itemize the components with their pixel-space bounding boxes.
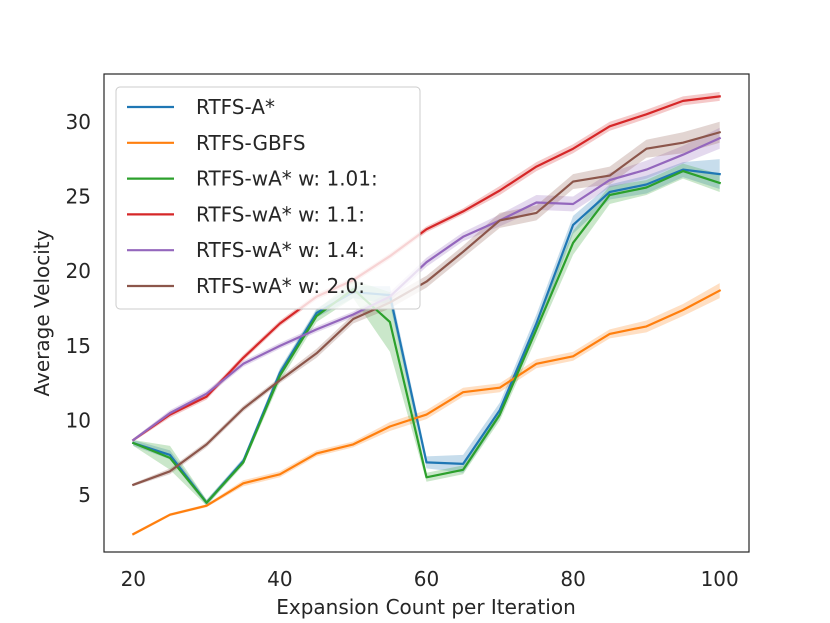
series-line-rtfs-gbfs <box>131 289 722 536</box>
legend: RTFS-A* RTFS-GBFS RTFS-wA* w: 1.01: RTFS-wA… <box>115 86 421 310</box>
x-tick-labels: 20 40 60 80 100 <box>121 567 739 591</box>
y-tick-labels: 5 10 15 20 25 30 <box>66 110 91 507</box>
legend-label-rtfs-a: RTFS-A* <box>196 95 275 119</box>
y-tick-label: 10 <box>66 409 91 433</box>
legend-label-rtfs-wa-w-1-01: RTFS-wA* w: 1.01: <box>196 167 378 191</box>
x-tick-label: 40 <box>267 567 292 591</box>
band-rtfs-wa-w-1-1 <box>133 91 720 442</box>
legend-label-rtfs-wa-w-2-0: RTFS-wA* w: 2.0: <box>196 274 365 298</box>
series-lines <box>131 95 722 536</box>
axes-frame <box>103 73 750 553</box>
x-tick-label: 60 <box>414 567 439 591</box>
y-tick-label: 25 <box>66 184 91 208</box>
y-tick-label: 5 <box>78 483 91 507</box>
band-rtfs-gbfs <box>133 283 720 536</box>
band-rtfs-wa-w-1-4 <box>133 127 720 442</box>
y-tick-label: 20 <box>66 259 91 283</box>
series-line-rtfs-wa-w-1-01 <box>131 170 722 504</box>
band-rtfs-wa-w-1-01 <box>133 163 720 506</box>
x-tick-label: 20 <box>121 567 146 591</box>
legend-label-rtfs-wa-w-1-1: RTFS-wA* w: 1.1: <box>196 202 365 226</box>
x-tick-label: 80 <box>560 567 585 591</box>
series-line-rtfs-wa-w-1-4 <box>131 136 722 442</box>
legend-label-rtfs-wa-w-1-4: RTFS-wA* w: 1.4: <box>196 238 365 262</box>
x-axis-label: Expansion Count per Iteration <box>276 595 576 619</box>
y-tick-label: 30 <box>66 110 91 134</box>
legend-box <box>115 86 421 310</box>
y-tick-label: 15 <box>66 334 91 358</box>
series-line-rtfs-wa-w-1-1 <box>131 95 721 442</box>
x-tick-label: 100 <box>701 567 739 591</box>
plot-area <box>103 73 750 553</box>
y-axis-label: Average Velocity <box>30 229 54 396</box>
legend-label-rtfs-gbfs: RTFS-GBFS <box>196 131 306 155</box>
series-line-rtfs-wa-w-2-0 <box>131 130 722 487</box>
confidence-bands <box>133 91 720 536</box>
